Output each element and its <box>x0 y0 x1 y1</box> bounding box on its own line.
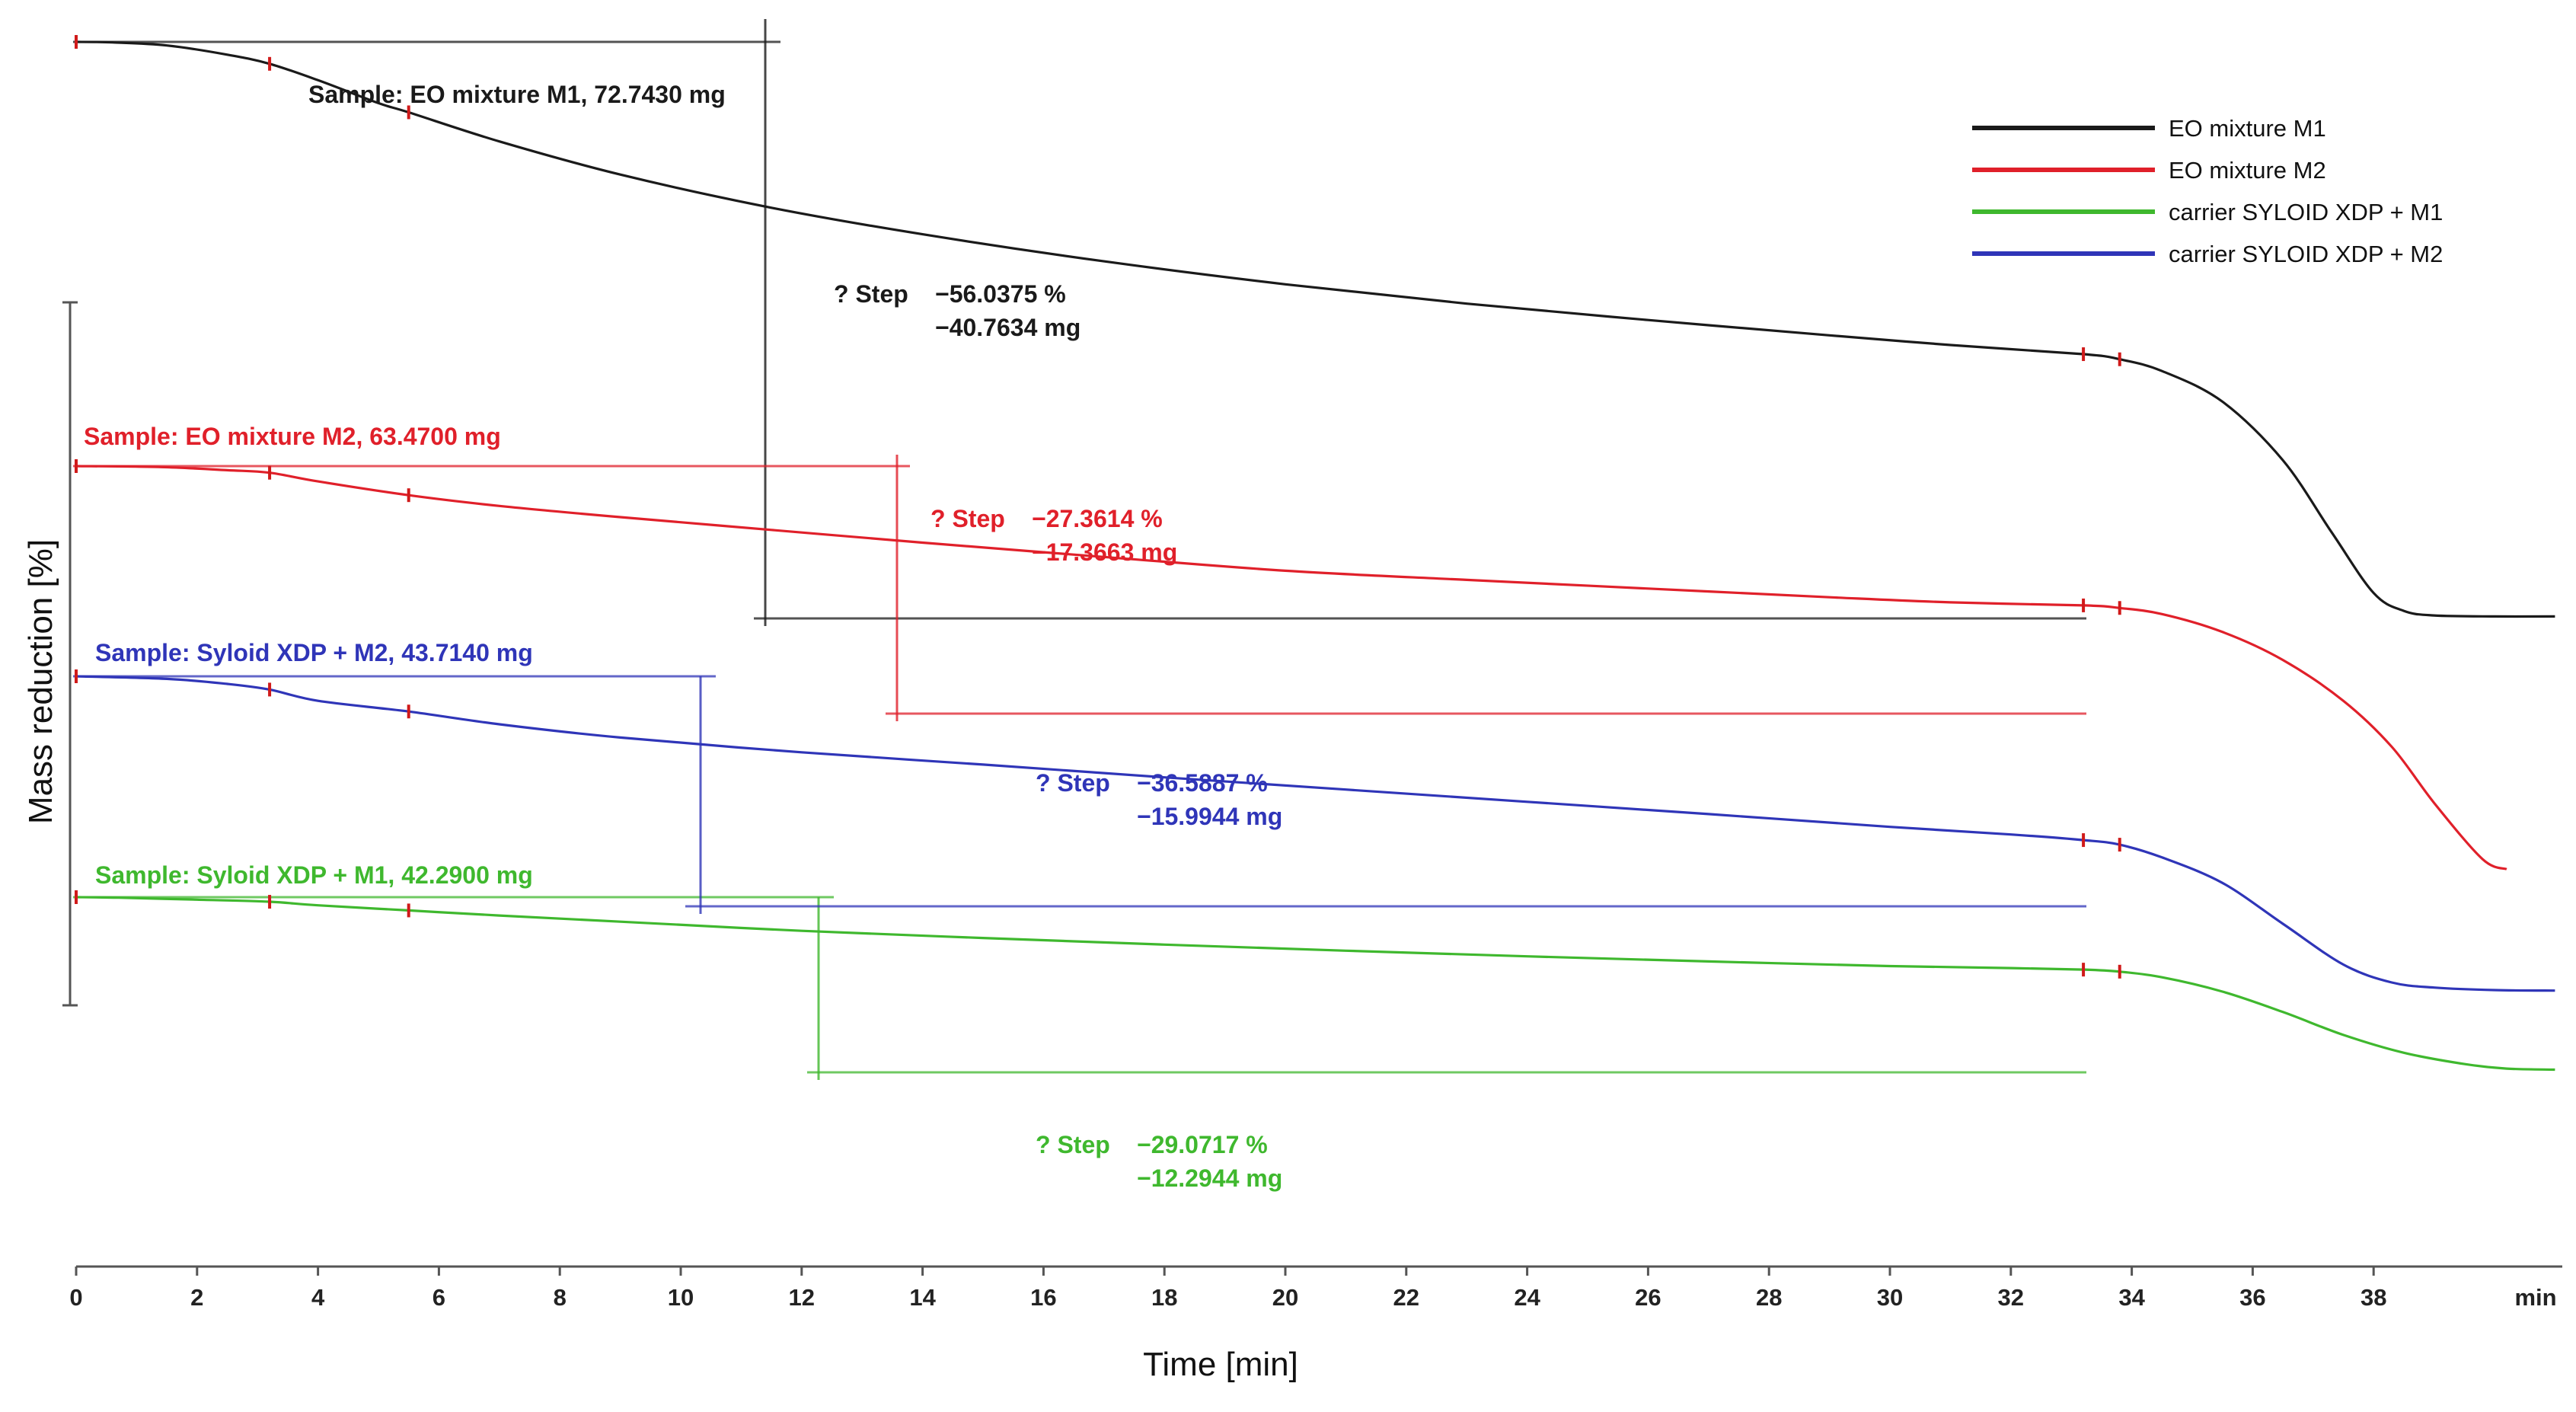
step-label: ? Step <box>1036 769 1110 797</box>
step-label: ? Step <box>834 280 908 308</box>
annotations: Sample: EO mixture M1, 72.7430 mg? Step −… <box>84 81 1282 1192</box>
sample-label: Sample: Syloid XDP + M1, 42.2900 mg <box>95 861 533 889</box>
curves <box>75 40 2555 1072</box>
x-tick-label: 36 <box>2239 1284 2265 1311</box>
x-axis-title: Time [min] <box>1143 1346 1298 1383</box>
x-tick-label: 32 <box>1998 1284 2024 1311</box>
series-line <box>75 675 2555 992</box>
x-tick-label: 10 <box>668 1284 694 1311</box>
x-tick-label: 26 <box>1635 1284 1661 1311</box>
x-tick-label: 28 <box>1756 1284 1782 1311</box>
x-tick-label: 22 <box>1393 1284 1419 1311</box>
x-tick-label: 12 <box>789 1284 815 1311</box>
x-tick-label: 6 <box>433 1284 445 1311</box>
series-line <box>75 896 2555 1072</box>
legend-label: EO mixture M2 <box>2169 157 2326 184</box>
step-percent: −36.5887 % <box>1137 769 1268 797</box>
x-tick-label: 2 <box>190 1284 203 1311</box>
step-label: ? Step <box>1036 1131 1110 1158</box>
x-tick-label: 16 <box>1030 1284 1056 1311</box>
step-mg: −15.9944 mg <box>1137 803 1282 830</box>
x-tick-label: 0 <box>69 1284 82 1311</box>
x-unit-label: min <box>2514 1284 2556 1311</box>
x-tick-label: 18 <box>1151 1284 1177 1311</box>
series-line <box>75 465 2507 871</box>
step-label: ? Step <box>930 505 1005 532</box>
x-tick-label: 20 <box>1272 1284 1298 1311</box>
legend-label: EO mixture M1 <box>2169 115 2326 142</box>
step-mg: −40.7634 mg <box>935 314 1081 341</box>
x-tick-label: 30 <box>1877 1284 1903 1311</box>
x-tick-label: 34 <box>2118 1284 2145 1311</box>
x-tick-label: 14 <box>909 1284 936 1311</box>
sample-label: Sample: EO mixture M2, 63.4700 mg <box>84 423 501 450</box>
curve-markers <box>75 35 2121 979</box>
x-ticks: 0 2 4 6 8 10 12 14 16 18 20 22 24 26 28 30 32 34 36 38 <box>69 1267 2386 1311</box>
step-mg: −12.2944 mg <box>1137 1164 1282 1192</box>
legend-label: carrier SYLOID XDP + M1 <box>2169 199 2443 225</box>
x-tick-label: 8 <box>554 1284 567 1311</box>
step-mg: −17.3663 mg <box>1032 538 1177 566</box>
legend: EO mixture M1 EO mixture M2 carrier SYLOID… <box>1972 115 2443 267</box>
y-axis-title: Mass reduction [%] <box>22 539 59 824</box>
x-tick-label: 38 <box>2361 1284 2386 1311</box>
sample-label: Sample: EO mixture M1, 72.7430 mg <box>308 81 726 108</box>
step-percent: −27.3614 % <box>1032 505 1163 532</box>
step-percent: −56.0375 % <box>935 280 1066 308</box>
legend-label: carrier SYLOID XDP + M2 <box>2169 241 2443 267</box>
step-percent: −29.0717 % <box>1137 1131 1268 1158</box>
series-line <box>75 40 2555 618</box>
sample-label: Sample: Syloid XDP + M2, 43.7140 mg <box>95 639 533 666</box>
step-guides <box>73 19 2086 1080</box>
x-tick-label: 24 <box>1514 1284 1540 1311</box>
x-tick-label: 4 <box>311 1284 325 1311</box>
